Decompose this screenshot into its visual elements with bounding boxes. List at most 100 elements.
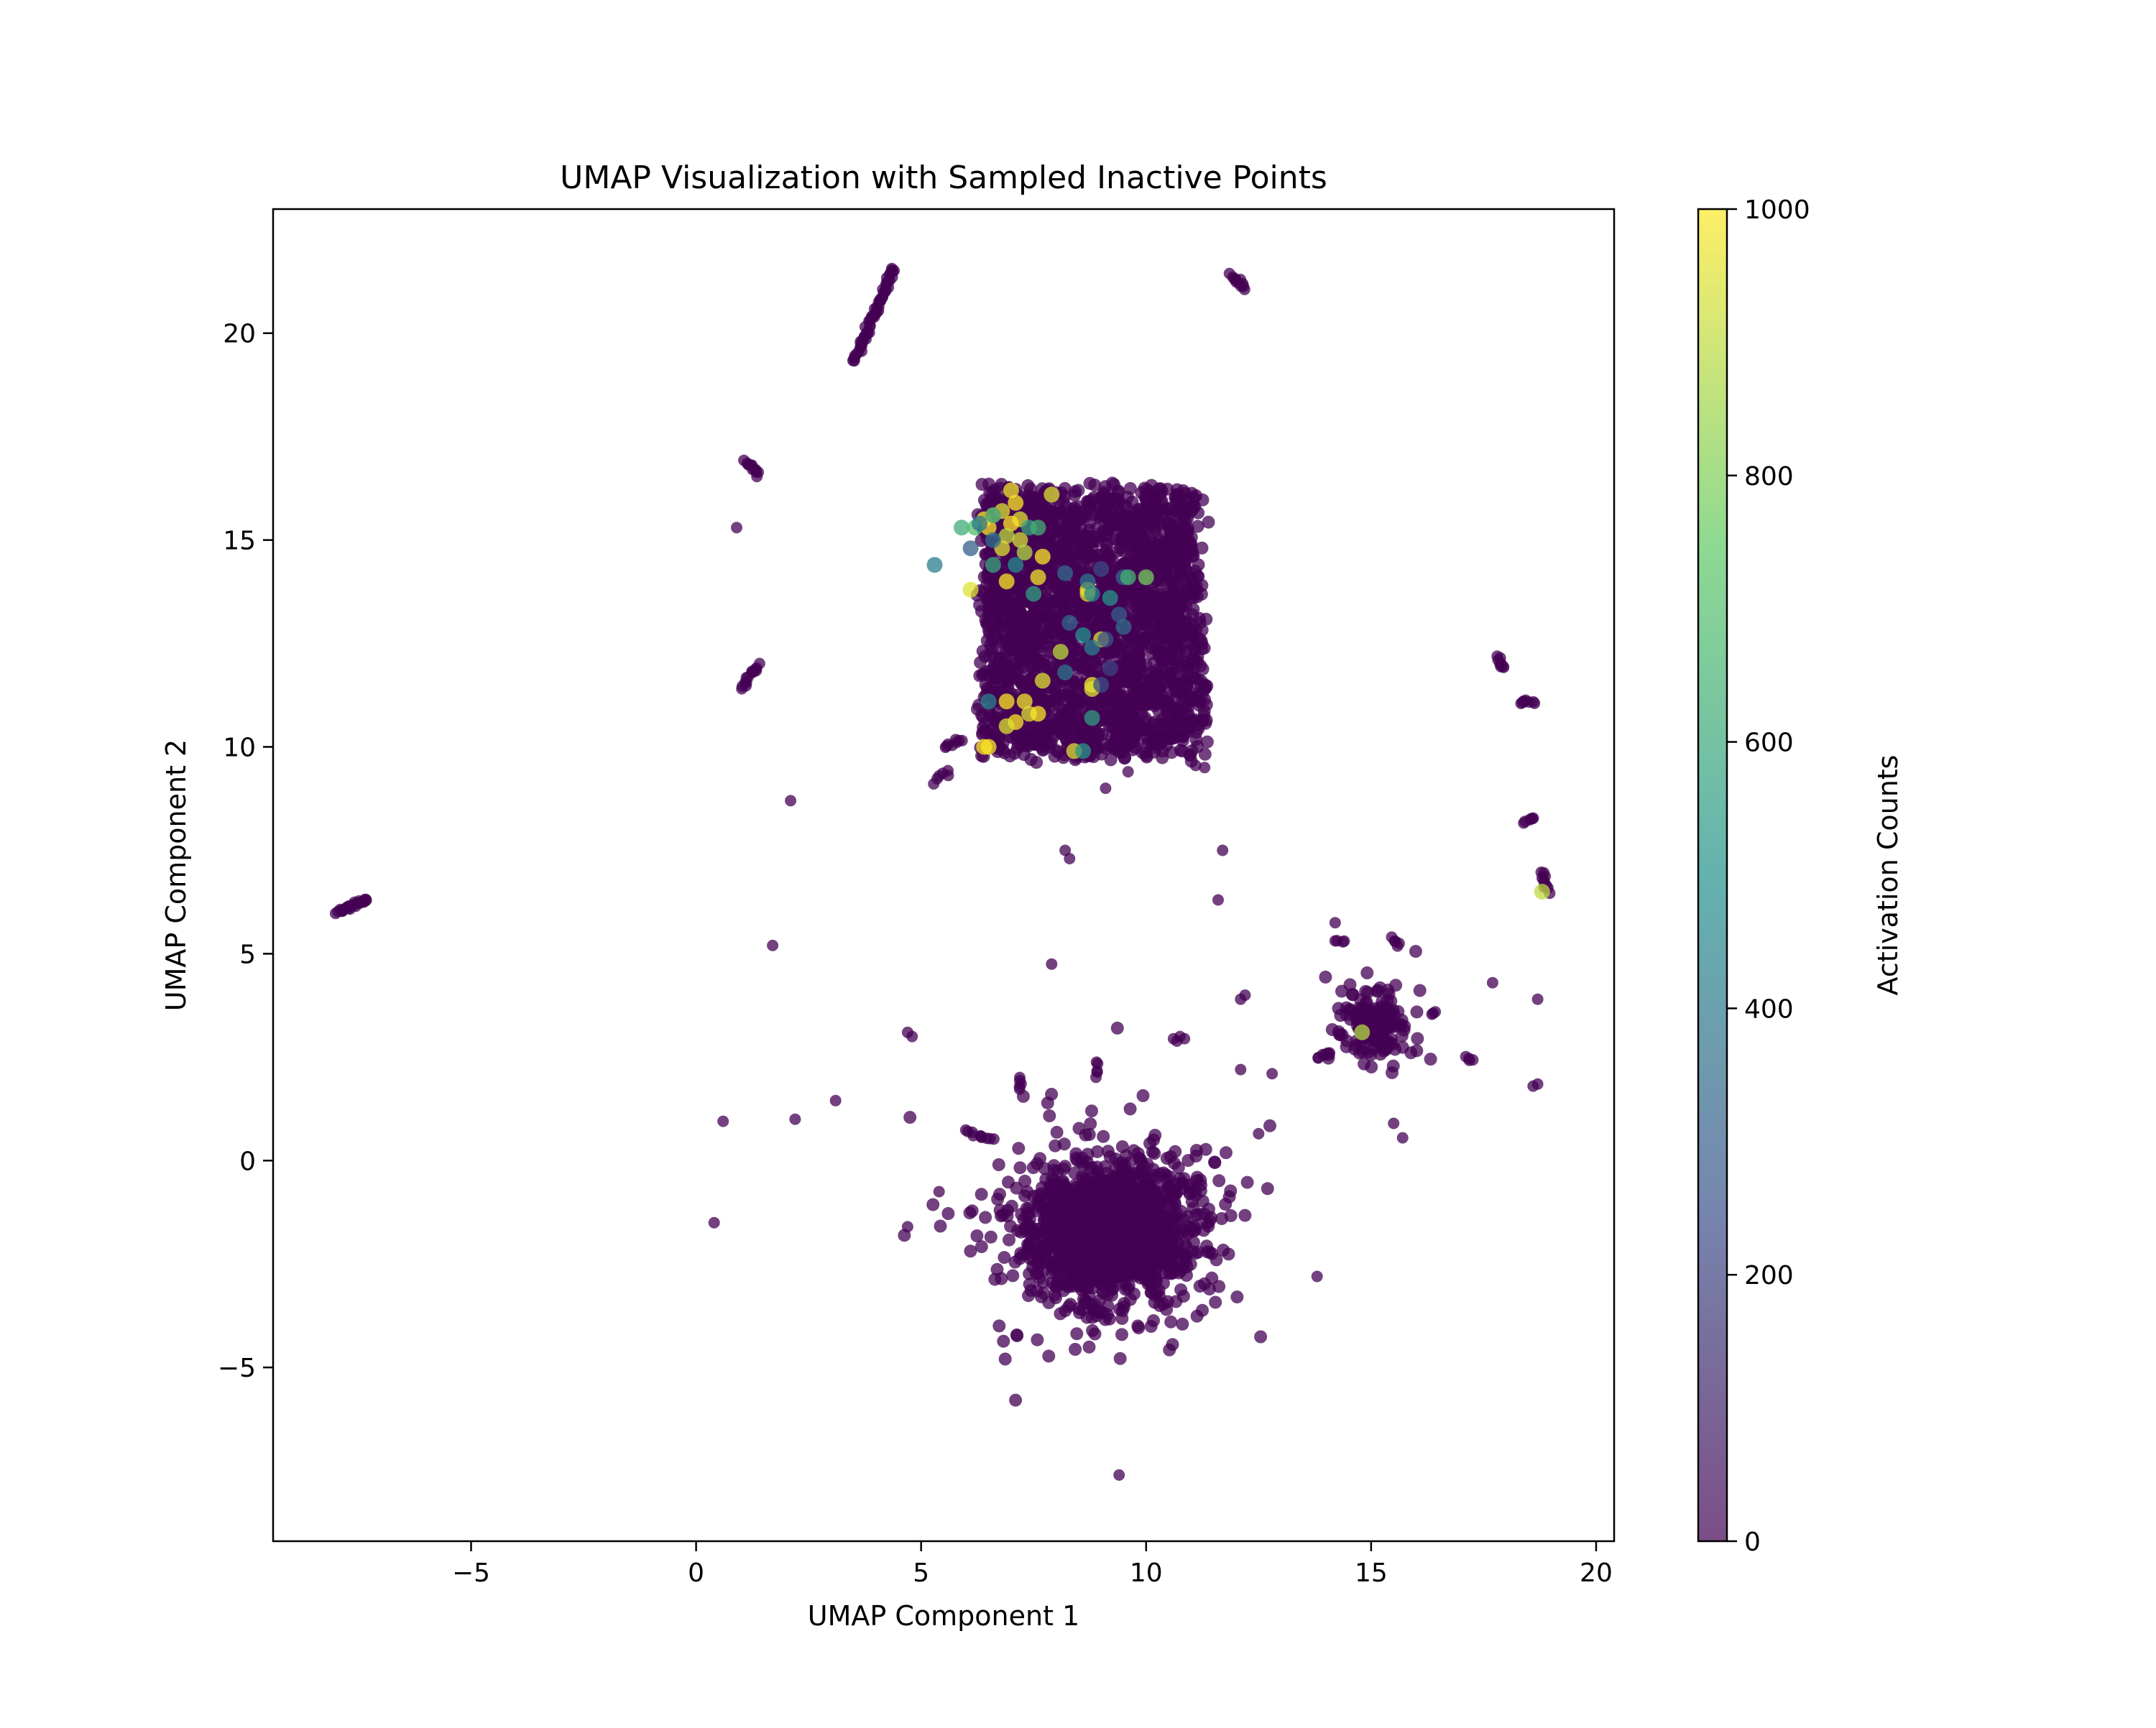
scatter-point [1104,550,1117,563]
scatter-point [1166,731,1179,745]
scatter-point [1105,492,1119,506]
scatter-point [1056,495,1069,508]
scatter-point [1174,677,1188,690]
scatter-point [1023,1201,1036,1215]
scatter-point [1087,535,1100,548]
scatter-point [1088,1327,1102,1341]
scatter-point [1029,734,1042,748]
scatter-point [1009,1393,1023,1407]
scatter-point [1165,1198,1179,1212]
scatter-point [1198,693,1212,706]
scatter-point [1112,1210,1126,1224]
scatter-point [1183,1178,1197,1192]
scatter-point [1061,520,1074,534]
scatter-point [1191,519,1204,533]
scatter-point [1040,1201,1054,1215]
scatter-point [1187,1236,1200,1249]
scatter-point [1185,499,1199,513]
scatter-point [1167,1156,1181,1170]
scatter-point [1197,1207,1211,1221]
scatter-point [993,1188,1006,1201]
scatter-point [1196,662,1210,676]
scatter-point [1118,583,1132,596]
scatter-point [1058,604,1071,618]
scatter-point [1153,533,1166,547]
scatter-point [1022,1240,1036,1254]
scatter-point [1115,1328,1128,1341]
scatter-point [1191,570,1204,583]
scatter-point [1042,1349,1056,1363]
scatter-point [1230,1290,1244,1304]
scatter-point [1190,1219,1204,1232]
scatter-point [1061,1226,1074,1239]
scatter-point [1098,737,1112,751]
scatter-point [1018,1189,1031,1203]
scatter-point [1196,1194,1210,1208]
scatter-point [1202,515,1215,529]
scatter-point [1147,673,1161,686]
scatter-point [1050,708,1064,721]
scatter-point [1184,1257,1197,1271]
scatter-point [996,602,1010,616]
scatter-point [1017,748,1031,762]
scatter-point [1118,1267,1131,1280]
scatter-point [1126,545,1140,558]
scatter-point [1036,537,1049,550]
scatter-point [1164,666,1176,680]
scatter-point [1148,1147,1161,1160]
scatter-point [1115,1140,1129,1153]
scatter-point [1151,546,1164,559]
scatter-point [1192,632,1206,645]
scatter-point [1033,1152,1046,1165]
scatter-point [1135,1259,1149,1272]
scatter-point [1013,1161,1027,1175]
scatter-point [1133,657,1146,670]
scatter-point [1148,1295,1161,1309]
scatter-point [1076,608,1089,622]
scatter-point [1079,1128,1092,1142]
scatter-point [1051,1239,1064,1252]
scatter-point [1008,1255,1022,1269]
scatter-point [1177,1213,1191,1226]
scatter-point [985,486,999,499]
scatter-point [975,585,989,599]
scatter-point [1173,1172,1187,1186]
scatter-point [1164,1315,1178,1329]
scatter-point [1044,570,1057,583]
scatter-point [984,1230,998,1244]
scatter-point [1085,1237,1099,1251]
scatter-point [1254,1330,1268,1344]
scatter-point [1148,1129,1162,1142]
scatter-point [1148,731,1162,744]
scatter-point [1045,1276,1059,1290]
scatter-point [1091,1145,1104,1158]
scatter-point [1162,549,1175,563]
scatter-point [1031,1333,1044,1346]
scatter-point [1037,619,1051,632]
scatter-point [1005,1199,1018,1213]
scatter-point [996,1209,1010,1221]
scatter-point [1148,715,1161,729]
scatter-point [1000,671,1013,684]
scatter-point [1182,662,1196,676]
scatter-point [1168,694,1181,707]
scatter-point [1122,1227,1135,1241]
scatter-point [1181,628,1195,642]
scatter-point [1110,739,1124,753]
scatter-point [1069,694,1082,708]
scatter-point [1127,506,1141,519]
scatter-point [1095,747,1108,761]
scatter-point [1002,636,1015,650]
scatter-point [1010,1181,1023,1195]
scatter-point [1137,544,1150,558]
scatter-point [1138,633,1152,647]
scatter-point [1148,1244,1161,1257]
scatter-point [1023,676,1037,690]
scatter-point [1090,601,1104,614]
scatter-point [1192,1245,1205,1259]
scatter-point [1172,594,1186,607]
scatter-point [1078,1211,1092,1225]
scatter-point [1212,1174,1226,1188]
scatter-point [1097,1129,1110,1143]
scatter-point [988,624,1002,637]
